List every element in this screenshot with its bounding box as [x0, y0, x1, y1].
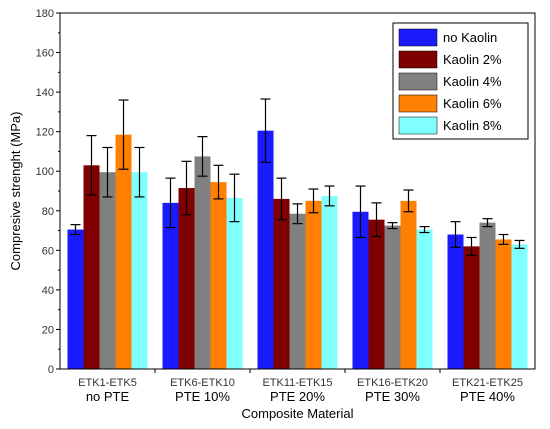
legend-swatch [398, 28, 438, 47]
error-bar [403, 189, 414, 213]
error-bar [276, 177, 287, 221]
bar-kaolin-4--5 [479, 222, 496, 369]
bar-no-kaolin-3 [257, 130, 274, 369]
x-tick-label: ETK21-ETK25 [452, 377, 523, 389]
bar-kaolin-2--2 [178, 188, 195, 369]
legend-swatch [398, 72, 438, 91]
bar-no-kaolin-1 [67, 229, 84, 369]
bar-kaolin-8--3 [321, 195, 338, 369]
bar-kaolin-2--3 [273, 198, 290, 369]
legend-label: Kaolin 2% [443, 52, 502, 67]
error-bar [324, 185, 335, 207]
error-bar [86, 135, 97, 196]
x-tick-label: ETK1-ETK5 [78, 377, 137, 389]
error-bar [371, 202, 382, 238]
y-tick-label: 20 [42, 324, 54, 336]
bar-kaolin-8--4 [416, 229, 433, 369]
error-bar [229, 173, 240, 223]
x-tick-label: PTE 10% [175, 389, 230, 404]
y-axis-title: Compresive strenght (MPa) [8, 112, 23, 271]
error-bar [292, 203, 303, 225]
error-bar [134, 146, 145, 198]
error-bar [387, 222, 398, 230]
y-axis: 0 20 40 60 80 100 120 140 160 180 [36, 8, 60, 376]
error-bar [308, 188, 319, 214]
bar-no-kaolin-4 [352, 211, 369, 369]
y-tick-label: 140 [36, 87, 54, 99]
error-bar [482, 218, 493, 228]
bar-kaolin-8--5 [511, 244, 528, 369]
x-tick-label: PTE 40% [460, 389, 515, 404]
bar-kaolin-6--5 [495, 239, 512, 369]
y-tick-label: 0 [48, 364, 54, 376]
legend-swatch [398, 116, 438, 135]
bar-kaolin-4--3 [289, 213, 306, 369]
error-bar [70, 224, 81, 236]
bar-kaolin-6--2 [210, 182, 227, 369]
legend-label: Kaolin 8% [443, 118, 502, 133]
bar-kaolin-2--5 [463, 246, 480, 369]
error-bar [466, 236, 477, 256]
bars-layer [67, 130, 528, 369]
error-bar [197, 136, 208, 177]
legend-label: Kaolin 6% [443, 96, 502, 111]
legend-swatch [398, 50, 438, 69]
bar-kaolin-4--2 [194, 156, 211, 369]
error-bar [118, 99, 129, 170]
x-tick-label: ETK11-ETK15 [262, 377, 332, 389]
bar-kaolin-4--4 [384, 225, 401, 369]
bar-kaolin-6--1 [115, 134, 132, 369]
error-bar [355, 185, 366, 239]
bar-kaolin-4--1 [99, 172, 116, 369]
legend-swatch [398, 94, 438, 113]
bar-kaolin-8--2 [226, 197, 243, 369]
bar-kaolin-6--3 [305, 200, 322, 369]
bar-kaolin-6--4 [400, 200, 417, 369]
x-tick-label: PTE 30% [365, 389, 420, 404]
error-bar [213, 164, 224, 200]
error-bar [181, 160, 192, 216]
error-bar [450, 221, 461, 248]
x-tick-label: ETK16-ETK20 [357, 377, 428, 389]
x-axis-title: Composite Material [242, 406, 354, 421]
bar-kaolin-2--1 [83, 165, 100, 369]
bar-kaolin-8--1 [131, 172, 148, 369]
error-bars-layer [70, 98, 525, 256]
bar-kaolin-2--4 [368, 219, 385, 369]
bar-no-kaolin-5 [447, 234, 464, 369]
error-bar [102, 146, 113, 198]
y-tick-label: 120 [36, 127, 54, 139]
y-tick-label: 100 [36, 166, 54, 178]
error-bar [165, 177, 176, 229]
x-tick-label: no PTE [86, 389, 130, 404]
legend-label: Kaolin 4% [443, 74, 502, 89]
legend: no Kaolin Kaolin 2% Kaolin 4% Kaolin 6% Kaol… [392, 22, 529, 140]
error-bar [419, 226, 430, 234]
error-bar [260, 98, 271, 163]
y-tick-label: 180 [36, 8, 54, 20]
error-bar [498, 233, 509, 245]
bar-no-kaolin-2 [162, 202, 179, 369]
y-tick-label: 40 [42, 285, 54, 297]
x-tick-label: PTE 20% [270, 389, 325, 404]
legend-label: no Kaolin [443, 30, 497, 45]
error-bar [514, 239, 525, 249]
y-tick-label: 160 [36, 48, 54, 60]
x-tick-label: ETK6-ETK10 [170, 377, 235, 389]
y-tick-label: 80 [42, 206, 54, 218]
y-tick-label: 60 [42, 245, 54, 257]
